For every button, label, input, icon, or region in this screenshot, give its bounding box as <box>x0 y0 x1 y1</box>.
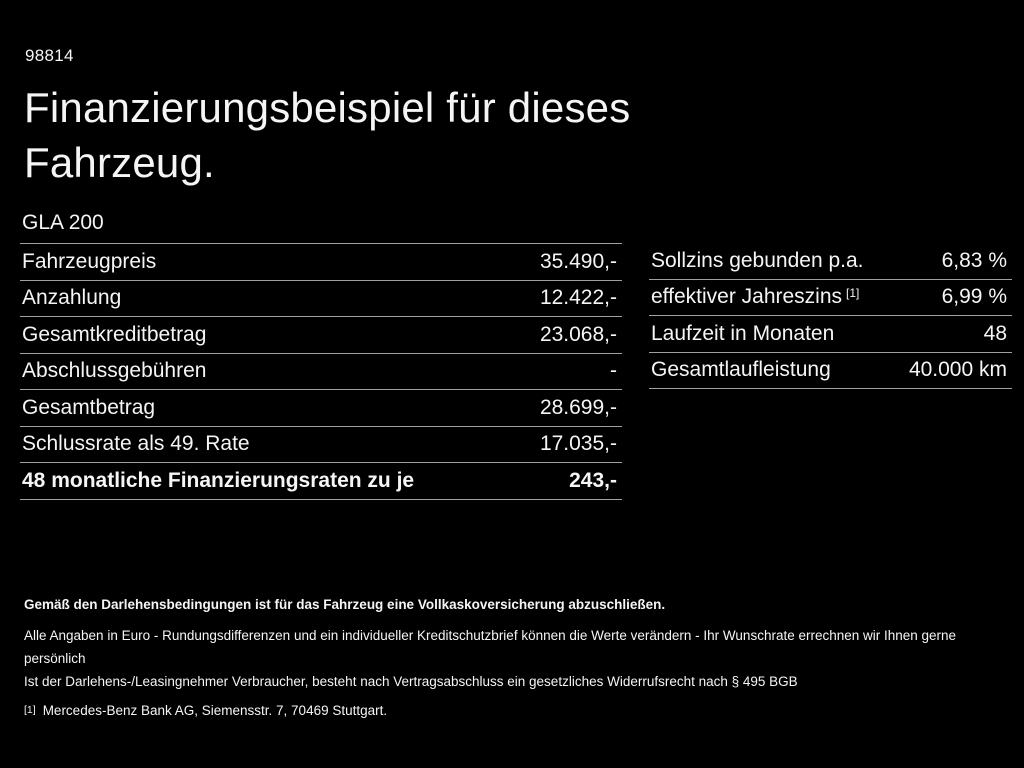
row-value: 35.490,- <box>539 249 617 273</box>
row-label: Gesamtbetrag <box>22 395 156 419</box>
doc-number: 98814 <box>25 46 74 65</box>
row-value: 243,- <box>569 468 617 492</box>
page-title-line2: Fahrzeug. <box>24 139 215 186</box>
row-label: Abschlussgebühren <box>22 359 207 383</box>
footnote-marker: [1] <box>846 286 860 301</box>
bank-footnote: [1] Mercedes-Benz Bank AG, Siemensstr. 7,… <box>24 702 1004 719</box>
table-row-effektiver-jahreszins: effektiver Jahreszins [1] 6,99 % <box>649 280 1012 316</box>
row-value: - <box>610 359 617 383</box>
footnote-text: Mercedes-Benz Bank AG, Siemensstr. 7, 70… <box>42 703 388 718</box>
row-value: 23.068,- <box>539 322 617 346</box>
page-title-line1: Finanzierungsbeispiel für dieses <box>24 84 631 131</box>
row-value: 6,83 % <box>941 248 1007 272</box>
row-label: Sollzins gebunden p.a. <box>651 248 864 272</box>
row-value: 17.035,- <box>539 432 617 456</box>
legal-footer: Gemäß den Darlehensbedingungen ist für d… <box>24 597 1004 719</box>
row-value: 48 <box>983 321 1007 345</box>
row-label: Gesamtkreditbetrag <box>22 322 207 346</box>
page-title: Finanzierungsbeispiel für dieses Fahrzeu… <box>24 80 630 190</box>
row-value: 12.422,- <box>539 286 617 310</box>
row-label: 48 monatliche Finanzierungsraten zu je <box>22 468 415 492</box>
row-value: 40.000 km <box>908 358 1007 382</box>
table-row-monatsrate: 48 monatliche Finanzierungsraten zu je 2… <box>20 463 622 500</box>
row-label: Laufzeit in Monaten <box>651 321 835 345</box>
insurance-note: Gemäß den Darlehensbedingungen ist für d… <box>24 597 666 612</box>
footnote-marker: [1] <box>24 704 36 716</box>
table-row-gesamtkreditbetrag: Gesamtkreditbetrag 23.068,- <box>20 317 622 354</box>
disclaimer-line1: Alle Angaben in Euro - Rundungsdifferenz… <box>24 628 957 666</box>
table-row-fahrzeugpreis: Fahrzeugpreis 35.490,- <box>20 244 622 281</box>
table-row-anzahlung: Anzahlung 12.422,- <box>20 281 622 317</box>
row-label: Fahrzeugpreis <box>22 249 157 273</box>
row-label: Gesamtlaufleistung <box>651 358 831 382</box>
table-row-schlussrate: Schlussrate als 49. Rate 17.035,- <box>20 427 622 463</box>
row-value: 28.699,- <box>539 395 617 419</box>
row-value: 6,99 % <box>941 285 1007 309</box>
disclaimer-line2: Ist der Darlehens-/Leasingnehmer Verbrau… <box>24 674 798 689</box>
table-row-laufzeit: Laufzeit in Monaten 48 <box>649 316 1012 353</box>
conditions-table: Sollzins gebunden p.a. 6,83 % effektiver… <box>649 243 1012 389</box>
row-label-text: effektiver Jahreszins <box>651 285 843 309</box>
table-row-abschlussgebuehren: Abschlussgebühren - <box>20 354 622 390</box>
table-row-gesamtbetrag: Gesamtbetrag 28.699,- <box>20 390 622 427</box>
table-row-gesamtlaufleistung: Gesamtlaufleistung 40.000 km <box>649 353 1012 389</box>
row-label: Schlussrate als 49. Rate <box>22 432 250 456</box>
row-label: Anzahlung <box>22 286 122 310</box>
table-row-sollzins: Sollzins gebunden p.a. 6,83 % <box>649 243 1012 280</box>
finance-table: Fahrzeugpreis 35.490,- Anzahlung 12.422,… <box>20 243 622 500</box>
vehicle-model: GLA 200 <box>22 211 104 234</box>
row-label: effektiver Jahreszins [1] <box>651 285 859 309</box>
